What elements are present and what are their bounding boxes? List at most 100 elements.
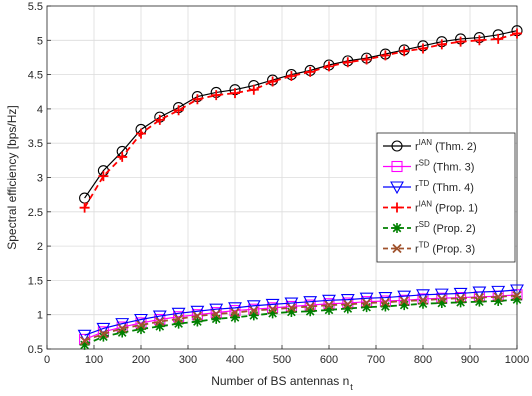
legend-label: rTD (Prop. 3): [415, 241, 475, 256]
triangle-down-marker: [265, 298, 280, 312]
legend-label-suffix: (Thm. 4): [429, 182, 474, 194]
triangle-down-marker: [152, 310, 167, 324]
legend-label-sup: TD: [419, 179, 430, 188]
plus-marker: [436, 39, 447, 50]
x-marker: [324, 300, 334, 310]
y-tick-label: 2.5: [28, 207, 43, 219]
y-tick-label: 1.5: [28, 275, 43, 287]
x-marker: [512, 290, 522, 301]
legend-label-base: r: [415, 162, 419, 174]
asterisk-marker: [399, 300, 410, 311]
plus-marker: [493, 33, 504, 44]
legend-label-base: r: [415, 203, 419, 215]
x-marker: [418, 295, 428, 305]
y-tick-label: 4.5: [28, 70, 43, 82]
legend: rIAN (Thm. 2)rSD (Thm. 3)rTD (Thm. 4)rIA…: [376, 132, 516, 263]
triangle-down-marker: [390, 181, 404, 195]
plus-marker: [98, 171, 109, 182]
series-5: [79, 290, 522, 346]
triangle-down-marker: [134, 313, 148, 327]
x-marker: [493, 292, 503, 302]
triangle-down-marker: [510, 284, 524, 298]
plus-marker: [154, 114, 165, 125]
x-axis-label-subscript: t: [350, 382, 353, 392]
legend-label: rSD (Prop. 2): [415, 220, 476, 235]
triangle-down-marker: [453, 287, 468, 301]
asterisk-marker: [474, 296, 485, 307]
triangle-down-marker: [472, 286, 487, 300]
plus-marker: [173, 105, 184, 116]
x-tick-label: 400: [226, 354, 244, 366]
x-tick-label: 300: [179, 354, 197, 366]
plus-marker: [136, 128, 146, 139]
triangle-down-marker: [190, 305, 205, 319]
asterisk-marker: [418, 298, 428, 309]
square-marker: [391, 160, 403, 173]
triangle-down-marker: [115, 318, 130, 331]
asterisk-marker: [79, 339, 90, 350]
series-line: [84, 294, 518, 342]
asterisk-marker: [211, 313, 222, 324]
axis-ticks: 0 100 200 300 400 500 600 700 800 900 1000 0.5 1 1.5 2…: [28, 1, 530, 366]
x-marker: [455, 293, 466, 303]
legend-label-suffix: (Prop. 3): [429, 244, 475, 256]
y-axis-label: Spectral efficiency [bps/Hz]: [5, 105, 19, 250]
triangle-down-marker: [416, 289, 430, 302]
legend-item: rIAN (Thm. 2): [383, 138, 477, 153]
asterisk-marker: [98, 331, 109, 342]
x-marker: [361, 298, 372, 308]
asterisk-marker: [392, 223, 402, 233]
x-marker: [286, 303, 297, 313]
plus-marker: [380, 50, 391, 61]
series-2: [77, 284, 524, 343]
asterisk-marker: [512, 294, 522, 305]
triangle-down-marker: [303, 296, 318, 309]
plus-marker: [342, 57, 353, 68]
x-tick-label: 200: [132, 354, 150, 366]
asterisk-marker: [324, 304, 334, 315]
series-3: [79, 28, 522, 213]
asterisk-marker: [154, 321, 165, 332]
plus-marker: [324, 61, 334, 72]
plus-marker: [512, 28, 522, 39]
triangle-down-marker: [209, 303, 224, 317]
triangle-down-marker: [491, 285, 506, 299]
legend-label: rIAN (Prop. 1): [415, 200, 478, 215]
x-marker: [392, 243, 402, 254]
x-marker: [173, 314, 184, 324]
plus-marker: [286, 70, 297, 81]
asterisk-marker: [248, 310, 259, 321]
x-marker: [399, 296, 409, 306]
x-marker: [267, 304, 278, 314]
legend-label-suffix: (Prop. 1): [432, 203, 478, 215]
legend-item: rTD (Prop. 3): [383, 241, 475, 256]
plus-marker: [230, 88, 240, 99]
legend-label: rIAN (Thm. 2): [415, 138, 477, 153]
x-marker: [98, 329, 109, 339]
x-tick-label: 100: [85, 354, 103, 366]
x-tick-label: 600: [320, 354, 338, 366]
asterisk-marker: [267, 308, 278, 319]
triangle-down-marker: [397, 290, 412, 304]
y-tick-label: 3.5: [28, 138, 43, 150]
y-tick-label: 3: [37, 173, 43, 185]
plus-marker: [117, 151, 128, 162]
plus-marker: [474, 35, 485, 46]
x-marker: [155, 316, 165, 327]
x-marker: [211, 309, 221, 319]
plus-marker: [392, 202, 402, 213]
x-marker: [192, 311, 203, 321]
x-tick-label: 800: [414, 354, 432, 366]
x-tick-label: 0: [44, 354, 50, 366]
x-tick-label: 700: [367, 354, 385, 366]
x-tick-label: 900: [461, 354, 479, 366]
x-marker: [117, 323, 127, 334]
legend-label-sup: SD: [419, 159, 430, 168]
x-tick-label: 500: [273, 354, 291, 366]
plus-marker: [267, 76, 278, 87]
asterisk-marker: [380, 301, 391, 312]
legend-label-sup: IAN: [419, 138, 433, 147]
plus-marker: [248, 84, 259, 95]
y-tick-label: 5.5: [28, 1, 43, 13]
legend-label-base: r: [415, 141, 419, 153]
